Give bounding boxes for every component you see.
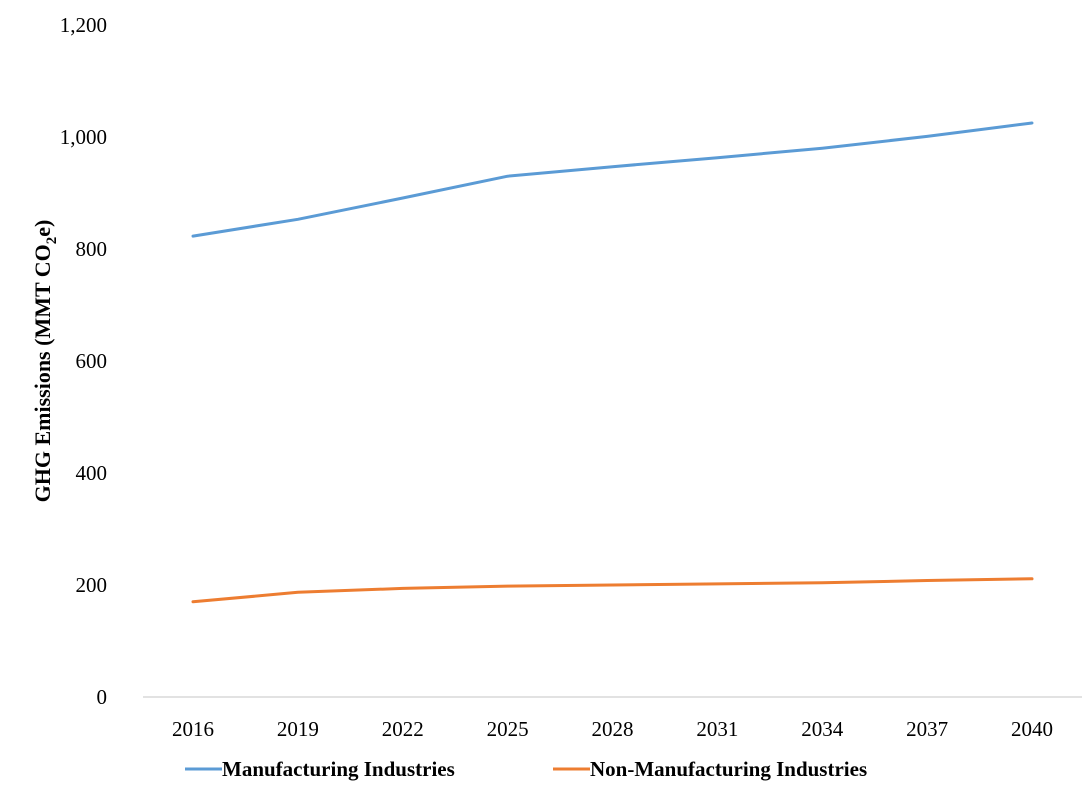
y-tick-label: 400 bbox=[76, 461, 108, 485]
legend-item: Manufacturing Industries bbox=[185, 757, 455, 781]
legend-label: Non-Manufacturing Industries bbox=[590, 757, 867, 781]
x-tick-label: 2034 bbox=[801, 717, 844, 741]
x-tick-labels: 2016 2019 2022 2025 2028 2031 2034 2037 2040 bbox=[172, 717, 1053, 741]
y-axis-title-suffix: e) bbox=[30, 220, 55, 237]
series-line-non-manufacturing bbox=[191, 577, 1034, 604]
y-tick-label: 0 bbox=[97, 685, 108, 709]
legend-label: Manufacturing Industries bbox=[222, 757, 455, 781]
y-tick-label: 800 bbox=[76, 237, 108, 261]
y-axis-title-prefix: GHG Emissions (MMT CO bbox=[30, 244, 55, 502]
series-layer bbox=[191, 121, 1034, 604]
y-axis-title: GHG Emissions (MMT CO2e) bbox=[30, 220, 60, 503]
x-tick-label: 2019 bbox=[277, 717, 319, 741]
x-tick-label: 2016 bbox=[172, 717, 214, 741]
x-tick-label: 2022 bbox=[382, 717, 424, 741]
legend: Manufacturing Industries Non-Manufacturin… bbox=[185, 757, 867, 781]
x-tick-label: 2031 bbox=[696, 717, 738, 741]
y-tick-label: 1,000 bbox=[60, 125, 107, 149]
x-tick-label: 2025 bbox=[487, 717, 529, 741]
y-tick-labels: 0 200 400 600 800 1,000 1,200 bbox=[60, 13, 107, 709]
x-tick-label: 2028 bbox=[592, 717, 634, 741]
x-tick-label: 2037 bbox=[906, 717, 948, 741]
y-axis-title-subscript: 2 bbox=[44, 237, 60, 245]
legend-item: Non-Manufacturing Industries bbox=[553, 757, 867, 781]
series-line-manufacturing bbox=[191, 121, 1034, 238]
y-tick-label: 1,200 bbox=[60, 13, 107, 37]
y-tick-label: 200 bbox=[76, 573, 108, 597]
x-tick-label: 2040 bbox=[1011, 717, 1053, 741]
y-tick-label: 600 bbox=[76, 349, 108, 373]
